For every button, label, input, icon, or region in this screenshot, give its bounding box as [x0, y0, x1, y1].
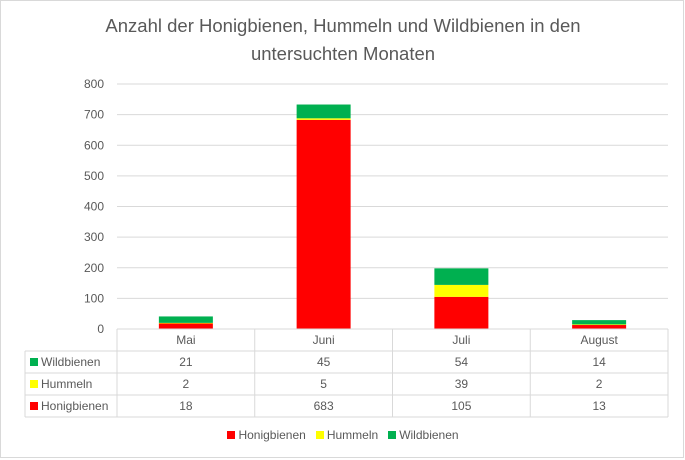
legend-label: Hummeln: [326, 428, 379, 442]
y-tick-label: 100: [84, 291, 104, 305]
table-row-label: Wildbienen: [41, 355, 100, 369]
chart-title-line: Anzahl der Honigbienen, Hummeln und Wild…: [105, 15, 581, 36]
y-tick-label: 0: [97, 322, 104, 336]
table-legend-key: [30, 402, 38, 410]
bar-honigbienen-mai: [158, 323, 213, 329]
table-legend-key: [30, 358, 38, 366]
y-tick-label: 300: [84, 230, 104, 244]
legend: Honigbienen Hummeln Wildbienen: [1, 428, 683, 442]
legend-item-honigbienen: Honigbienen: [227, 428, 306, 442]
y-tick-label: 700: [84, 108, 104, 122]
table-row-label: Hummeln: [41, 377, 92, 391]
table-cell: 13: [592, 399, 606, 413]
table-row-label: Honigbienen: [41, 399, 108, 413]
legend-swatch: [315, 431, 324, 439]
y-tick-label: 600: [84, 138, 104, 152]
x-category-label: August: [580, 333, 618, 347]
legend-swatch: [227, 431, 236, 439]
bar-honigbienen-juni: [296, 119, 351, 329]
legend-item-hummeln: Hummeln: [315, 428, 379, 442]
y-tick-label: 800: [84, 77, 104, 91]
legend-swatch: [388, 431, 397, 439]
table-cell: 2: [596, 377, 603, 391]
bar-wildbienen-juli: [434, 268, 489, 285]
table-cell: 14: [592, 355, 606, 369]
chart-title: Anzahl der Honigbienen, Hummeln und Wild…: [1, 12, 683, 68]
bar-hummeln-mai: [158, 322, 213, 324]
legend-label: Honigbienen: [238, 428, 306, 442]
x-category-label: Mai: [176, 333, 195, 347]
table-cell: 683: [314, 399, 334, 413]
bar-hummeln-juni: [296, 118, 351, 120]
bar-wildbienen-mai: [158, 316, 213, 323]
bar-honigbienen-august: [572, 325, 627, 329]
legend-label: Wildbienen: [399, 428, 459, 442]
x-category-label: Juli: [452, 333, 470, 347]
table-cell: 18: [179, 399, 193, 413]
y-tick-label: 500: [84, 169, 104, 183]
table-cell: 5: [320, 377, 327, 391]
legend-item-wildbienen: Wildbienen: [388, 428, 459, 442]
table-legend-key: [30, 380, 38, 388]
bar-hummeln-august: [572, 324, 627, 326]
table-cell: 45: [317, 355, 331, 369]
bar-wildbienen-august: [572, 320, 627, 325]
table-cell: 2: [183, 377, 190, 391]
chart-title-line: untersuchten Monaten: [250, 43, 436, 64]
table-cell: 54: [455, 355, 469, 369]
bar-wildbienen-juni: [296, 104, 351, 119]
table-cell: 21: [179, 355, 193, 369]
bar-hummeln-juli: [434, 284, 489, 297]
x-category-label: Juni: [313, 333, 335, 347]
bar-honigbienen-juli: [434, 296, 489, 329]
table-cell: 39: [455, 377, 469, 391]
y-tick-label: 200: [84, 261, 104, 275]
table-cell: 105: [451, 399, 471, 413]
y-tick-label: 400: [84, 200, 104, 214]
